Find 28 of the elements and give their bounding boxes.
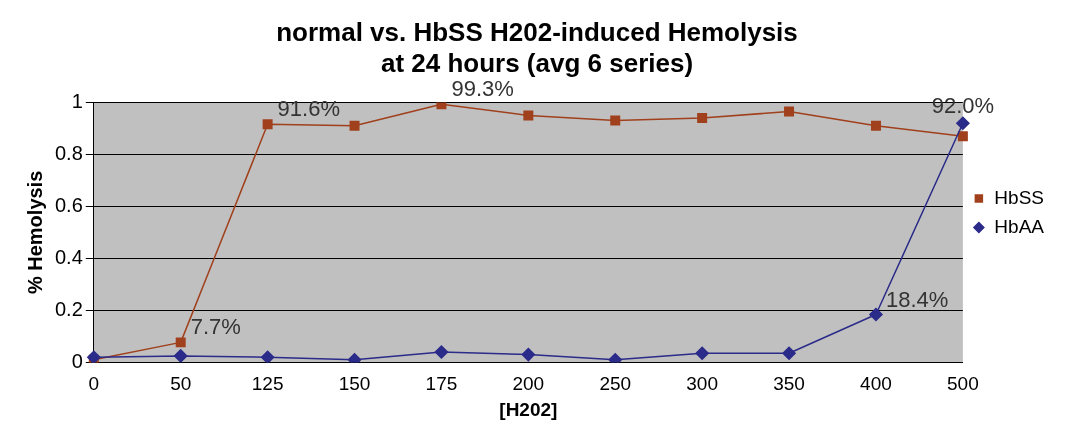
x-tick-label: 400 [860, 373, 892, 395]
data-label: 18.4% [885, 286, 949, 312]
y-axis-title: % Hemolysis [23, 170, 46, 295]
text: at 24 hours (avg 6 series) [380, 47, 694, 78]
legend-label: HbAA [994, 215, 1045, 237]
x-tick-label: 175 [425, 373, 458, 395]
data-label: 99.3% [451, 76, 514, 102]
y-tick-label: 1 [71, 89, 83, 112]
x-tick-label: 125 [251, 373, 284, 395]
y-tick-label: 0.6 [54, 193, 83, 216]
x-tick-label: 350 [773, 373, 805, 395]
x-tick-label: 250 [599, 373, 632, 395]
y-tick-label: 0.2 [54, 297, 83, 320]
x-tick-label: 500 [947, 373, 979, 395]
y-tick-label: 0.4 [54, 245, 83, 268]
x-tick-label: 200 [512, 373, 545, 395]
y-tick-label: 0 [71, 349, 83, 372]
data-label: 92.0% [931, 93, 995, 119]
text: normal vs. HbSS H202-induced Hemolysis [276, 16, 798, 47]
x-axis-title: [H202] [499, 398, 558, 420]
x-tick-label: 50 [170, 373, 192, 395]
x-tick-label: 300 [686, 373, 718, 395]
data-label: 7.7% [190, 314, 241, 340]
x-tick-label: 0 [88, 373, 100, 395]
y-tick-label: 0.8 [54, 141, 83, 164]
data-label: 91.6% [277, 96, 341, 122]
legend-label: HbSS [994, 186, 1045, 208]
x-tick-label: 150 [338, 373, 371, 395]
